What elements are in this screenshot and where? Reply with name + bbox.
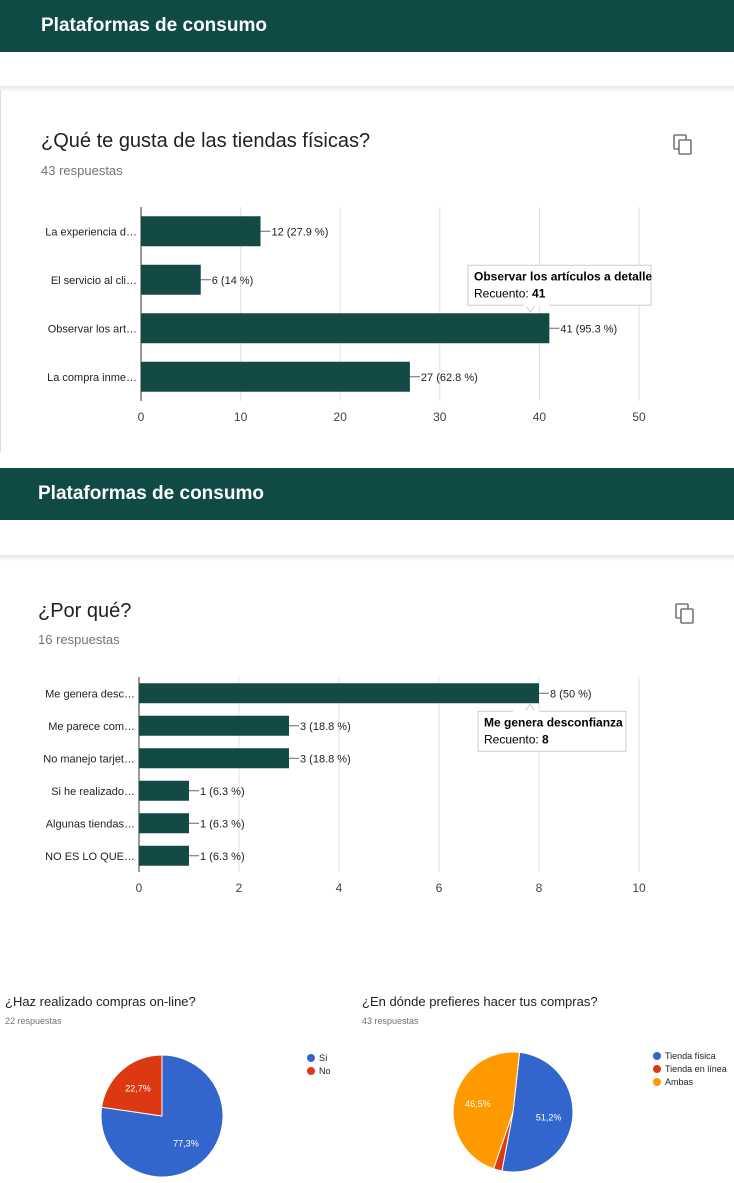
question-title: ¿En dónde prefieres hacer tus compras? [362, 994, 598, 1009]
category-label: Me parece com… [48, 721, 135, 733]
legend-label: Sí [319, 1053, 328, 1063]
x-tick-label: 0 [138, 410, 145, 424]
tooltip-pointer-mask [523, 304, 550, 307]
category-label: NO ES LO QUE… [45, 851, 135, 863]
legend-label: No [319, 1066, 331, 1076]
slice-label: 77,3% [173, 1139, 199, 1149]
category-label: Me genera desc… [45, 688, 135, 700]
question-title: ¿Por qué? [38, 600, 132, 622]
x-tick-label: 10 [632, 881, 646, 895]
slice-label: 22,7% [125, 1083, 151, 1093]
data-label: 1 (6.3 %) [200, 851, 245, 863]
category-label: El servicio al cli… [51, 275, 137, 287]
bar [139, 845, 189, 866]
tooltip-title: Observar los artículos a detalle [474, 269, 652, 283]
tooltip-count-value: 8 [542, 732, 549, 746]
pie-chart-online: 77,3% 22,7% Sí No [100, 1053, 331, 1178]
bar [141, 361, 410, 392]
x-tick-label: 20 [334, 410, 348, 424]
question-title: ¿Haz realizado compras on-line? [5, 994, 196, 1009]
response-count: 43 respuestas [41, 163, 123, 178]
tooltip-count-label: Recuento: [474, 286, 532, 300]
tooltip-count-label: Recuento: [484, 732, 542, 746]
legend-marker [653, 1065, 661, 1073]
bar [139, 748, 289, 769]
x-tick-label: 10 [234, 410, 248, 424]
tooltip-box [467, 264, 652, 306]
bar [139, 683, 539, 704]
question-title: ¿Qué te gusta de las tiendas físicas? [41, 130, 371, 152]
bar [139, 780, 189, 801]
data-label: 1 (6.3 %) [200, 786, 245, 798]
x-tick-label: 8 [536, 881, 543, 895]
data-label: 41 (95.3 %) [560, 323, 617, 335]
pie-chart-preference: 51,2% 46,5% Tienda física Tienda en línea Am… [452, 1051, 727, 1173]
plot-area [139, 677, 639, 872]
x-tick-label: 30 [433, 410, 447, 424]
legend-label: Tienda en línea [665, 1064, 727, 1074]
category-label: No manejo tarjet… [43, 753, 135, 765]
response-count: 22 respuestas [5, 1016, 62, 1026]
pie-slice [501, 1051, 574, 1173]
x-tick-label: 0 [136, 881, 143, 895]
bar [141, 313, 550, 344]
legend-marker [653, 1052, 661, 1060]
category-label: La compra inme… [47, 372, 137, 384]
x-tick-label: 6 [436, 881, 443, 895]
x-tick-label: 4 [336, 881, 343, 895]
data-label: 27 (62.8 %) [421, 372, 478, 384]
card-divider [0, 555, 734, 561]
copy-icon[interactable] [675, 603, 695, 625]
section-header-title: Plataformas de consumo [38, 483, 264, 504]
bar [141, 216, 261, 247]
tooltip-count: Recuento: 8 [484, 732, 549, 746]
bar-chart-physical-stores: 0 10 20 30 40 50 La experiencia d… 12 (27.9 %) E… [45, 207, 652, 424]
card-divider [0, 86, 734, 92]
category-label: La experiencia d… [45, 226, 137, 238]
x-tick-label: 40 [533, 410, 547, 424]
legend-label: Tienda física [665, 1051, 716, 1061]
tooltip-count-value: 41 [532, 286, 546, 300]
slice-label: 51,2% [536, 1112, 562, 1122]
section-header-title: Plataformas de consumo [41, 15, 267, 36]
bar [139, 715, 289, 736]
legend-marker [653, 1078, 661, 1086]
data-label: 1 (6.3 %) [200, 818, 245, 830]
tooltip-title: Me genera desconfianza [484, 715, 623, 729]
tooltip-pointer-mask [513, 710, 539, 713]
data-label: 6 (14 %) [212, 275, 254, 287]
response-count: 43 respuestas [362, 1016, 419, 1026]
section-header: Plataformas de consumo [0, 0, 734, 52]
legend-label: Ambas [665, 1077, 694, 1087]
data-label: 3 (18.8 %) [300, 721, 351, 733]
tooltip-count: Recuento: 41 [474, 286, 546, 300]
tooltip [467, 264, 652, 306]
category-label: Algunas tiendas… [46, 818, 135, 830]
section-header: Plataformas de consumo [0, 468, 734, 520]
pie-slice [101, 1054, 163, 1117]
response-count: 16 respuestas [38, 632, 120, 647]
pie-slice [452, 1051, 521, 1170]
slice-label: 46,5% [465, 1099, 491, 1109]
x-tick-label: 2 [236, 881, 243, 895]
bar-chart-why: 0 2 4 6 8 10 Me genera desc… 8 (50 %) Me parece … [43, 677, 646, 895]
legend-marker [307, 1067, 315, 1075]
category-label: Si he realizado… [51, 786, 135, 798]
data-label: 3 (18.8 %) [300, 753, 351, 765]
data-label: 12 (27.9 %) [272, 226, 329, 238]
category-label: Observar los art… [48, 323, 137, 335]
tooltip-box [477, 710, 627, 752]
copy-icon[interactable] [673, 134, 693, 156]
legend-marker [307, 1054, 315, 1062]
data-label: 8 (50 %) [550, 688, 592, 700]
x-tick-label: 50 [632, 410, 646, 424]
bar [139, 813, 189, 834]
card-edge [0, 90, 1, 452]
tooltip [477, 710, 627, 752]
bar [141, 264, 201, 295]
